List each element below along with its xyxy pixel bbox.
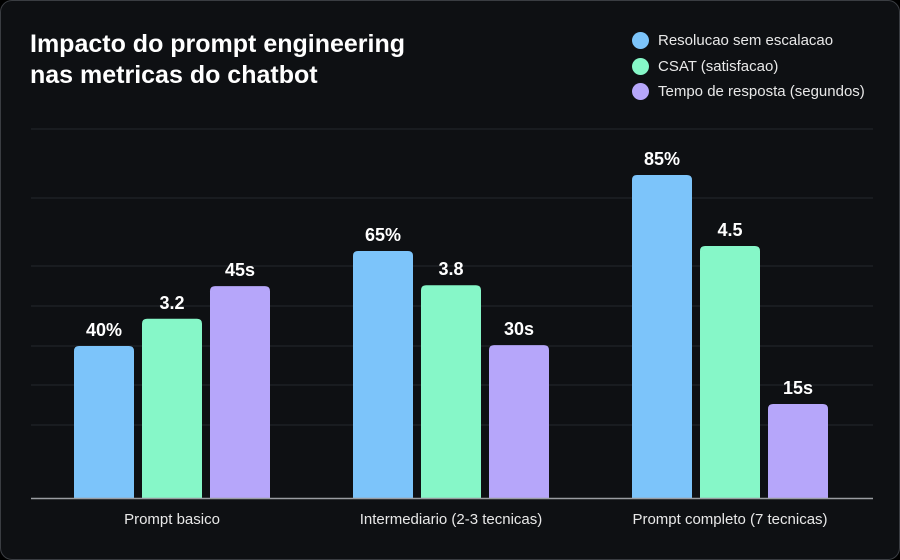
- bar: [74, 346, 134, 498]
- legend-item-csat: CSAT (satisfacao): [632, 54, 865, 80]
- chart-title: Impacto do prompt engineering nas metric…: [30, 29, 405, 91]
- legend-item-resolucao: Resolucao sem escalacao: [632, 28, 865, 54]
- bar: [142, 318, 202, 498]
- bar: [421, 285, 481, 498]
- x-tick-label: Prompt completo (7 tecnicas): [632, 511, 827, 528]
- data-label: 3.8: [438, 259, 463, 279]
- data-label: 3.2: [159, 293, 184, 313]
- data-label: 30s: [504, 319, 534, 339]
- legend-swatch-icon: [632, 32, 649, 50]
- data-label: 4.5: [717, 220, 742, 240]
- legend-swatch-icon: [632, 83, 649, 101]
- bar: [489, 345, 549, 498]
- data-label: 65%: [365, 225, 401, 245]
- bar: [210, 286, 270, 498]
- legend-label: Resolucao sem escalacao: [658, 32, 834, 50]
- data-label: 85%: [644, 149, 680, 169]
- legend-label: CSAT (satisfacao): [658, 57, 779, 75]
- data-label: 45s: [225, 260, 255, 280]
- bar: [700, 246, 760, 498]
- chart-title-line-1: Impacto do prompt engineering: [30, 30, 406, 58]
- legend-swatch-icon: [632, 57, 649, 75]
- legend-item-tempo: Tempo de resposta (segundos): [632, 79, 865, 105]
- legend-label: Tempo de resposta (segundos): [658, 83, 865, 101]
- data-label: 40%: [86, 320, 122, 340]
- x-tick-label: Prompt basico: [124, 511, 220, 528]
- x-tick-label: Intermediario (2-3 tecnicas): [360, 511, 543, 528]
- bar: [353, 251, 413, 498]
- chart-title-line-2: nas metricas do chatbot: [30, 61, 318, 89]
- bar: [768, 404, 828, 498]
- legend: Resolucao sem escalacao CSAT (satisfacao…: [632, 28, 865, 105]
- bar: [632, 175, 692, 498]
- data-label: 15s: [783, 378, 813, 398]
